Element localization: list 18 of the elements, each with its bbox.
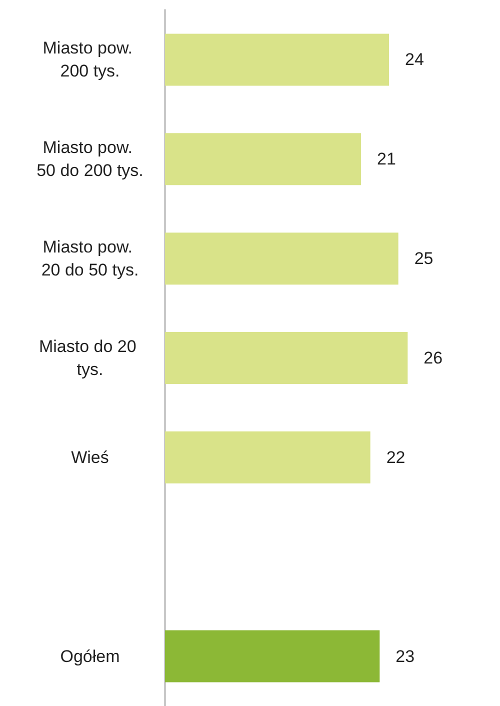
bar [165, 630, 380, 682]
data-label: 25 [414, 249, 434, 268]
data-label: 26 [424, 348, 443, 368]
data-label: 24 [405, 50, 424, 70]
y-tick-label: Wieś [71, 448, 109, 467]
data-label: 22 [386, 448, 406, 467]
bar [165, 431, 370, 484]
data-label: 21 [377, 150, 396, 169]
y-tick-label: Miasto do 20 tys. [38, 337, 142, 379]
bar [165, 232, 398, 285]
bar [165, 332, 408, 384]
data-label: 23 [396, 646, 415, 666]
y-tick-label: Miasto pow. 200 tys. [42, 38, 138, 81]
bar [165, 133, 361, 186]
y-tick-label: Ogółem [60, 646, 120, 666]
y-tick-label: Miasto pow. 50 do 200 tys. [36, 138, 144, 180]
y-tick-label: Miasto pow. 20 do 50 tys. [41, 238, 139, 280]
bar [165, 34, 389, 86]
